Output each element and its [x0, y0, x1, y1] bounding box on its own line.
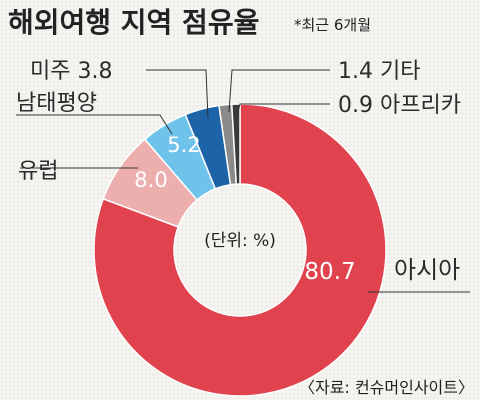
slice-5-name-label: 1.4 기타 [338, 59, 420, 84]
slice-4-name-label: 미주 3.8 [30, 59, 112, 84]
source-label: 〈자료: 컨슈머인사이트〉 [299, 378, 474, 397]
slice-3-name-label: 남태평양 [16, 91, 97, 116]
slice-6-wedge [230, 103, 241, 185]
slice-1-wedge [93, 103, 387, 397]
slice-4-leader-line [146, 69, 209, 119]
slice-2-name-label: 유럽 [18, 159, 58, 184]
slice-3-value-label: 5.2 [167, 133, 200, 157]
slice-3-leader-line [16, 114, 173, 135]
label-leader-lines [16, 69, 470, 293]
slice-1-value-label: 80.7 [304, 259, 355, 285]
chart-title: 해외여행 지역 점유율 [8, 6, 259, 39]
slice-1-name-label: 아시아 [394, 256, 460, 284]
slice-6-leader-line [237, 103, 330, 113]
donut-slices [93, 103, 387, 397]
slice-5-leader-line [228, 69, 330, 113]
slice-6-name-label: 0.9 아프리카 [338, 93, 461, 118]
unit-label: (단위: %) [204, 231, 276, 251]
slice-labels: 80.7 8.05.2 아시아 유럽 남태평양 미주 3.8 1.4 기타 0.9 아프리카 [16, 59, 461, 285]
chart-subtitle: *최근 6개월 [294, 16, 371, 34]
slice-2-value-label: 8.0 [134, 168, 167, 192]
